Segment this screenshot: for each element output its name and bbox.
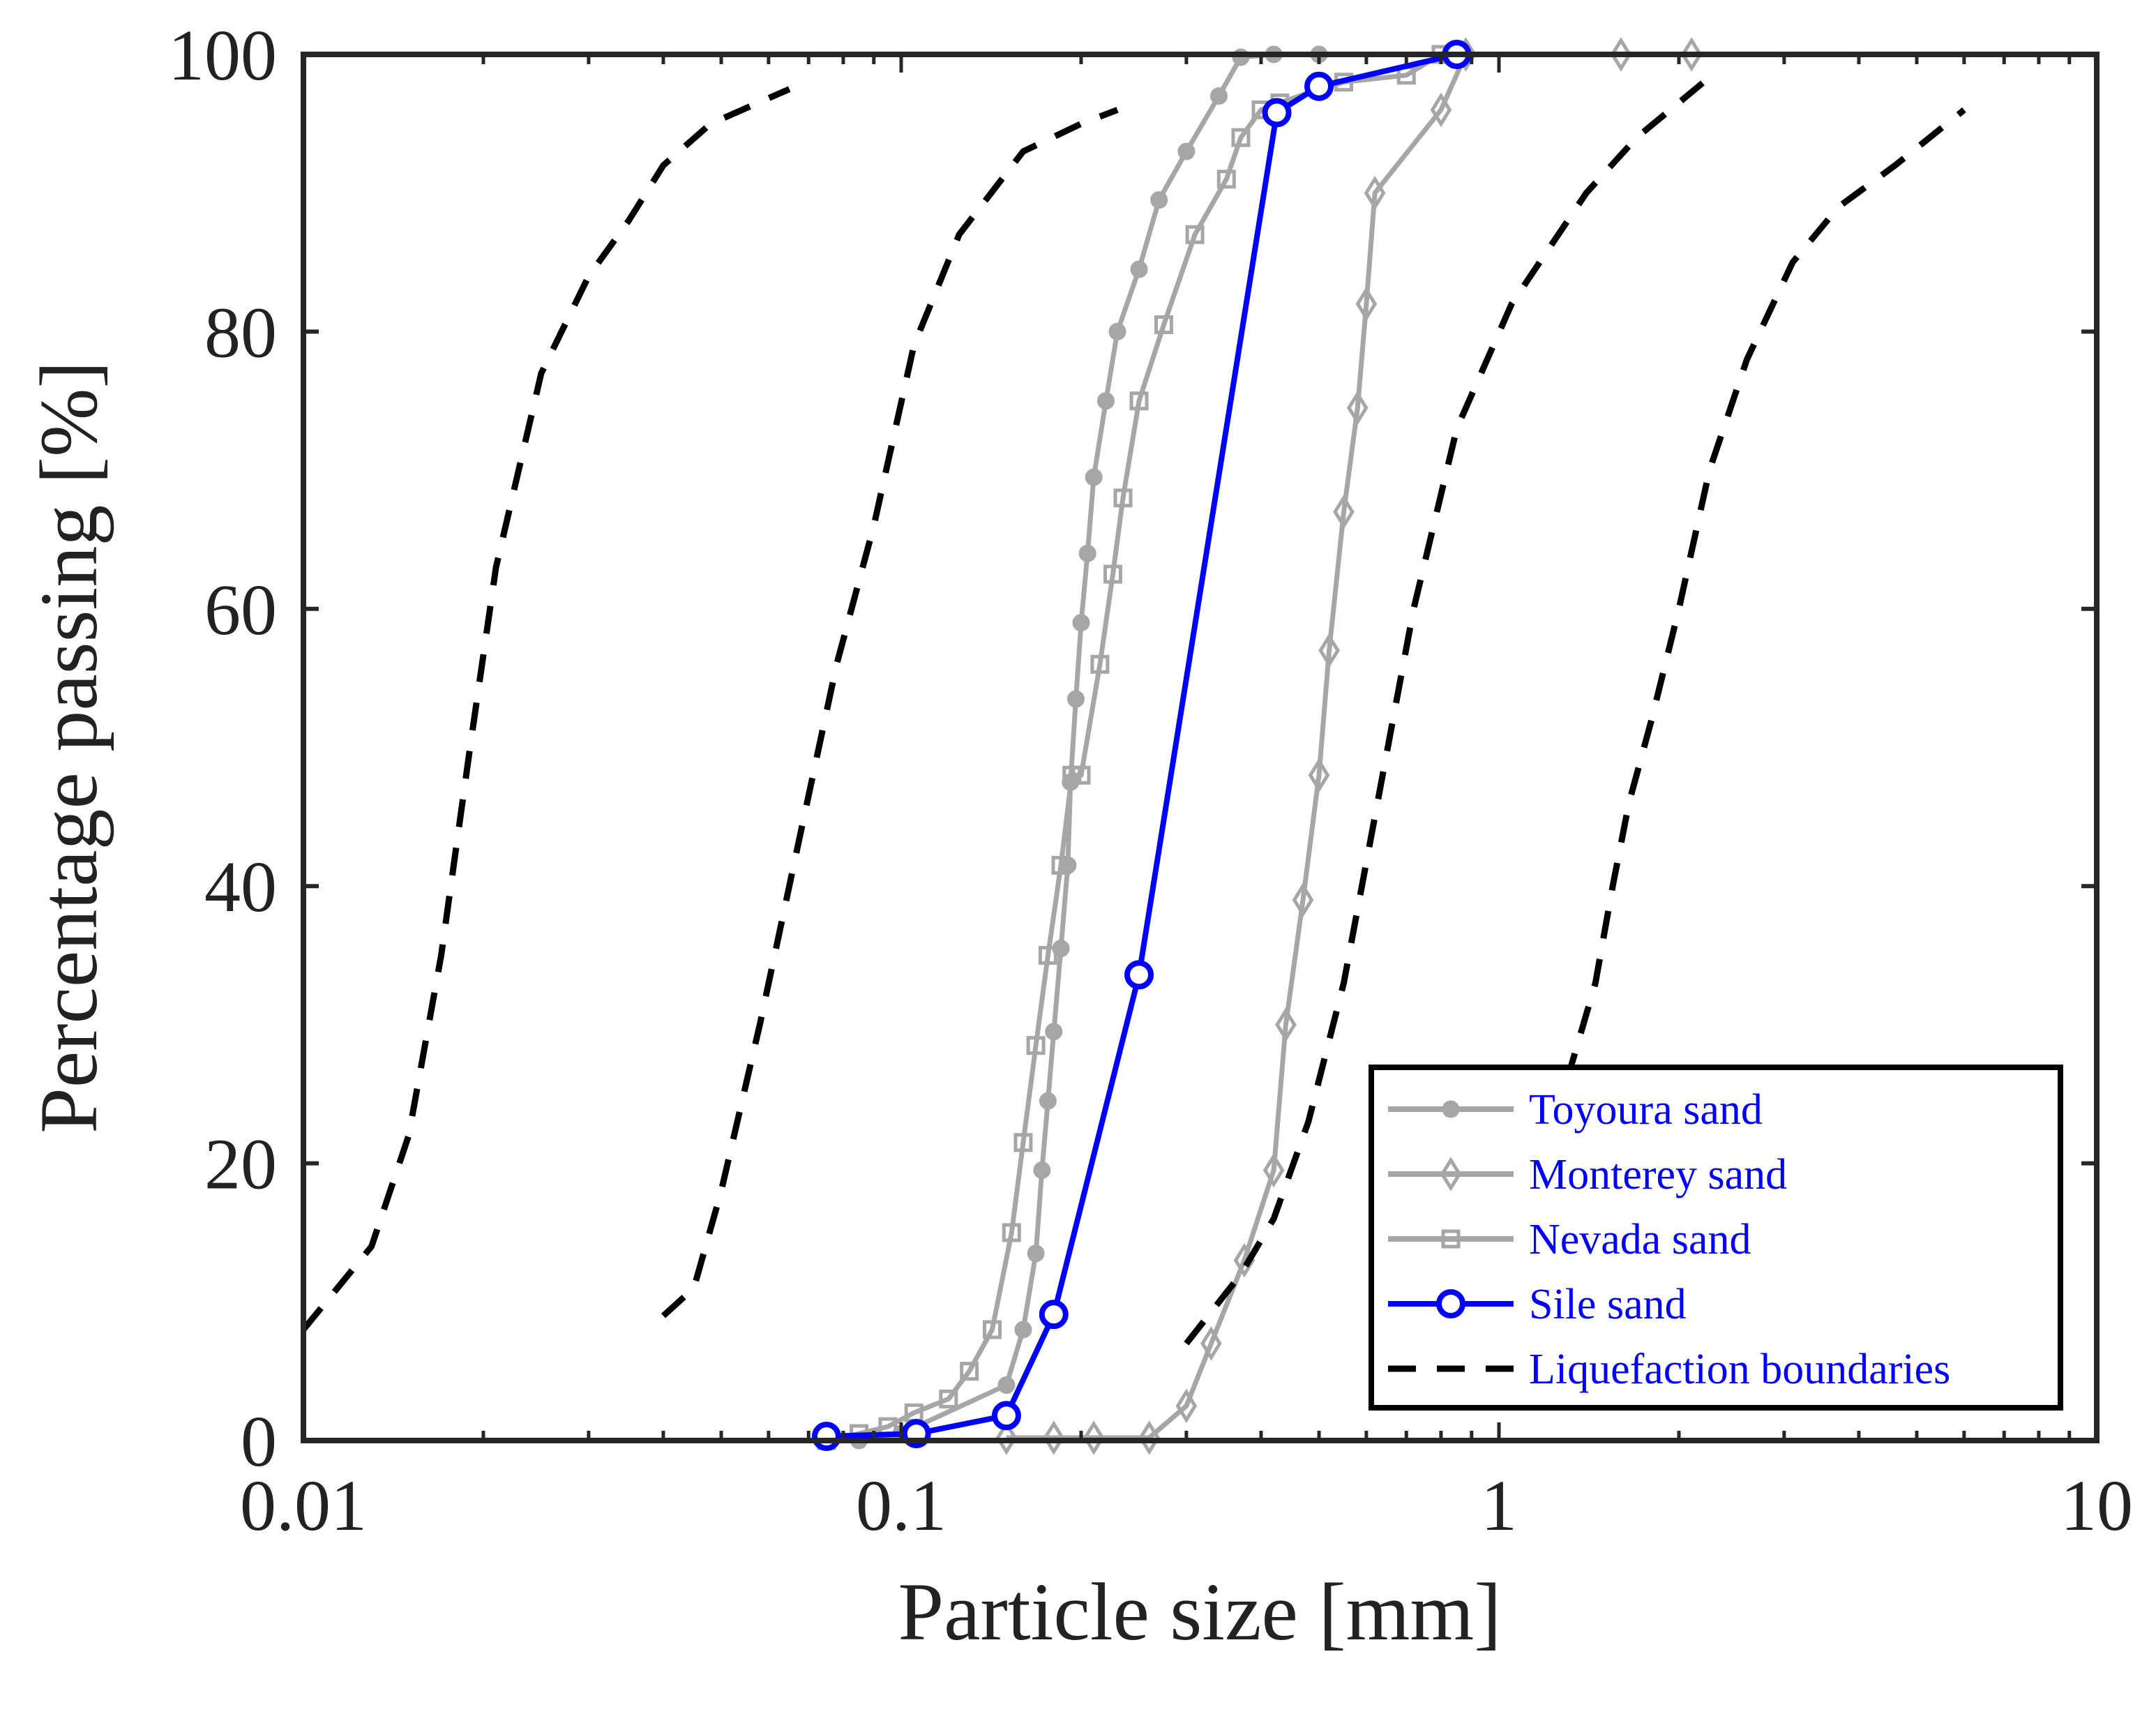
monterey-sand-point <box>995 1420 1018 1455</box>
sile-sand-point <box>991 1401 1021 1431</box>
nevada-sand-point <box>1231 128 1251 147</box>
monterey-sand-point <box>1043 1420 1065 1455</box>
nevada-sand-point <box>1051 855 1071 875</box>
liquefaction-boundaries-line-1 <box>301 86 791 1332</box>
nevada-sand-point <box>1185 225 1205 244</box>
legend-item-sile-sand: Sile sand <box>1388 1281 1687 1328</box>
nevada-sand-point <box>1002 1223 1021 1242</box>
toyoura-sand-point <box>1096 392 1115 410</box>
legend: Toyoura sand Monterey sand Nevada sand Sile… <box>1369 1065 2063 1411</box>
legend-swatch-marker <box>1441 1229 1461 1249</box>
monterey-sand-point <box>1355 286 1378 322</box>
series-toyoura-sand <box>817 45 1328 1450</box>
y-tick-label: 20 <box>204 1125 277 1205</box>
plot-frame <box>301 52 2100 1443</box>
y-tick-label: 100 <box>168 15 277 96</box>
x-tick-label: 0.1 <box>856 1466 947 1546</box>
nevada-sand-point <box>1113 488 1133 508</box>
x-tick-label: 0.01 <box>240 1466 367 1546</box>
legend-item-nevada-sand: Nevada sand <box>1388 1216 1751 1263</box>
toyoura-sand-point <box>1033 1162 1051 1180</box>
toyoura-sand-point <box>1108 322 1126 340</box>
x-tick-label: 10 <box>2060 1466 2133 1546</box>
monterey-sand-point <box>1680 37 1703 72</box>
legend-label: Monterey sand <box>1529 1151 1787 1198</box>
y-tick-label: 80 <box>204 292 277 373</box>
nevada-sand-point <box>1129 391 1149 411</box>
monterey-sand-point <box>1292 882 1314 917</box>
toyoura-sand-point <box>1045 1023 1063 1041</box>
monterey-sand-point <box>1200 1326 1222 1361</box>
toyoura-sand-point <box>997 1376 1016 1394</box>
legend-item-monterey-sand: Monterey sand <box>1388 1151 1787 1198</box>
legend-item-toyoura-sand: Toyoura sand <box>1388 1086 1763 1134</box>
nevada-sand-point <box>1026 1036 1046 1055</box>
nevada-sand-point <box>1071 765 1091 785</box>
sile-sand-point <box>1124 960 1154 990</box>
monterey-sand-point <box>1318 633 1340 668</box>
legend-swatch-marker <box>1442 1100 1460 1118</box>
nevada-sand-point <box>1154 315 1174 334</box>
legend-label: Liquefaction boundaries <box>1529 1346 1950 1393</box>
sile-sand-point <box>1039 1300 1069 1330</box>
liquefaction-boundaries-line-2 <box>661 107 1119 1318</box>
sile-sand-point <box>1304 71 1334 101</box>
y-axis-title: Percentage passing [%] <box>23 361 114 1133</box>
sile-sand-point <box>811 1422 841 1452</box>
toyoura-sand-point <box>1085 468 1103 486</box>
x-axis-title: Particle size [mm] <box>898 1566 1501 1657</box>
y-tick-label: 0 <box>241 1401 277 1482</box>
nevada-sand-point <box>1216 170 1236 189</box>
toyoura-sand-point <box>1039 1092 1057 1110</box>
label-layer: 0 20 40 60 80 100 0.01 0.1 1 10 <box>168 15 2133 1546</box>
sile-sand-point <box>1262 98 1292 128</box>
legend-items: Toyoura sand Monterey sand Nevada sand Sile… <box>1388 1086 1950 1393</box>
toyoura-sand-point <box>1177 142 1196 160</box>
nevada-sand-point <box>939 1389 958 1408</box>
liquefaction-boundaries-line-4 <box>1564 107 1966 1081</box>
nevada-sand-point <box>1038 946 1057 965</box>
monterey-sand-point <box>1308 758 1330 792</box>
toyoura-sand-point <box>1209 87 1228 105</box>
legend-swatch-marker <box>1436 1289 1465 1318</box>
nevada-sand-point <box>983 1320 1002 1339</box>
monterey-sand-point <box>1333 494 1355 529</box>
monterey-sand-point <box>1275 1007 1297 1042</box>
toyoura-sand-point <box>1014 1321 1032 1339</box>
toyoura-sand-point <box>1027 1245 1045 1263</box>
monterey-sand-point <box>1364 175 1386 211</box>
monterey-sand-point <box>1175 1388 1198 1424</box>
nevada-sand-point <box>1103 564 1122 584</box>
legend-item-liquefaction-boundaries: Liquefaction boundaries <box>1388 1346 1950 1393</box>
nevada-sand-point <box>960 1362 979 1381</box>
y-tick-label: 40 <box>204 847 277 927</box>
legend-label: Sile sand <box>1529 1281 1687 1328</box>
monterey-sand-point <box>1610 37 1632 72</box>
legend-label: Toyoura sand <box>1529 1086 1763 1134</box>
legend-swatch-marker <box>1440 1157 1462 1191</box>
y-tick-label: 60 <box>204 570 277 650</box>
nevada-sand-point <box>1013 1133 1033 1152</box>
monterey-sand-point <box>1138 1420 1160 1455</box>
toyoura-sand-point <box>1072 614 1090 632</box>
monterey-sand-point <box>1262 1152 1285 1188</box>
nevada-sand-point <box>1090 654 1110 674</box>
monterey-sand-point <box>1346 390 1369 426</box>
toyoura-sand-point <box>1150 191 1168 209</box>
liquefaction-boundaries-line-3 <box>1184 80 1706 1346</box>
x-tick-label: 1 <box>1481 1466 1517 1546</box>
toyoura-sand-point <box>1130 260 1148 278</box>
monterey-sand-point <box>1083 1420 1105 1455</box>
monterey-sand-point <box>1430 92 1452 128</box>
toyoura-sand-point <box>1066 690 1085 708</box>
series-liquefaction-boundaries <box>301 80 1966 1346</box>
toyoura-sand-point <box>1078 544 1096 562</box>
legend-label: Nevada sand <box>1529 1216 1751 1263</box>
